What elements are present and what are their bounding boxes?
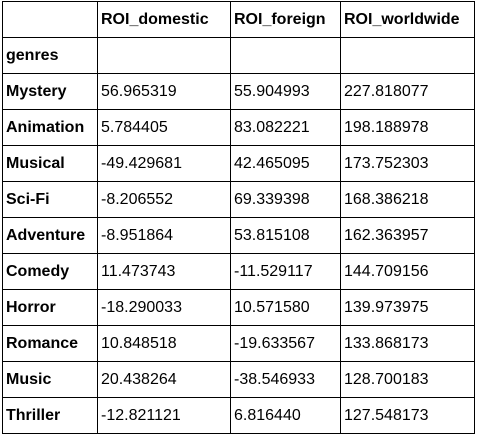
roi-foreign-cell: 6.816440 — [230, 397, 341, 434]
table-row: Animation 5.784405 83.082221 198.188978 — [2, 109, 475, 146]
roi-foreign-cell: 69.339398 — [230, 181, 341, 218]
roi-worldwide-cell: 168.386218 — [340, 181, 475, 218]
roi-foreign-cell: -19.633567 — [230, 325, 341, 362]
roi-domestic-cell: -8.206552 — [97, 181, 231, 218]
row-label-genre: Music — [2, 361, 98, 398]
row-label-genre: Musical — [2, 145, 98, 182]
roi-domestic-cell: 56.965319 — [97, 73, 231, 110]
roi-worldwide-cell: 144.709156 — [340, 253, 475, 290]
row-label-genre: Thriller — [2, 397, 98, 434]
roi-foreign-cell: 83.082221 — [230, 109, 341, 146]
index-name-label: genres — [2, 37, 98, 74]
roi-foreign-cell: 42.465095 — [230, 145, 341, 182]
roi-foreign-cell: -11.529117 — [230, 253, 341, 290]
roi-domestic-cell: 5.784405 — [97, 109, 231, 146]
row-label-genre: Adventure — [2, 217, 98, 254]
roi-foreign-cell: 55.904993 — [230, 73, 341, 110]
table-row: Thriller -12.821121 6.816440 127.548173 — [2, 397, 475, 434]
roi-worldwide-cell: 139.973975 — [340, 289, 475, 326]
table-row: Mystery 56.965319 55.904993 227.818077 — [2, 73, 475, 110]
table-row: Adventure -8.951864 53.815108 162.363957 — [2, 217, 475, 254]
table-row: Music 20.438264 -38.546933 128.700183 — [2, 361, 475, 398]
roi-worldwide-cell: 173.752303 — [340, 145, 475, 182]
table-body: Mystery 56.965319 55.904993 227.818077 Anima… — [2, 73, 475, 434]
table-row: Musical -49.429681 42.465095 173.752303 — [2, 145, 475, 182]
column-header-roi-foreign: ROI_foreign — [230, 1, 341, 38]
row-label-genre: Comedy — [2, 253, 98, 290]
column-header-roi-worldwide: ROI_worldwide — [340, 1, 475, 38]
roi-foreign-cell: 10.571580 — [230, 289, 341, 326]
roi-domestic-cell: 11.473743 — [97, 253, 231, 290]
index-name-empty-cell — [97, 37, 231, 74]
column-header-blank — [2, 1, 98, 38]
roi-worldwide-cell: 133.868173 — [340, 325, 475, 362]
row-label-genre: Sci-Fi — [2, 181, 98, 218]
row-label-genre: Mystery — [2, 73, 98, 110]
roi-domestic-cell: -49.429681 — [97, 145, 231, 182]
row-label-genre: Horror — [2, 289, 98, 326]
table-row: Horror -18.290033 10.571580 139.973975 — [2, 289, 475, 326]
roi-worldwide-cell: 162.363957 — [340, 217, 475, 254]
roi-domestic-cell: -18.290033 — [97, 289, 231, 326]
roi-worldwide-cell: 198.188978 — [340, 109, 475, 146]
index-name-row: genres — [2, 37, 475, 74]
roi-foreign-cell: 53.815108 — [230, 217, 341, 254]
roi-domestic-cell: 20.438264 — [97, 361, 231, 398]
roi-domestic-cell: -8.951864 — [97, 217, 231, 254]
header-row: ROI_domestic ROI_foreign ROI_worldwide — [2, 1, 475, 38]
roi-worldwide-cell: 128.700183 — [340, 361, 475, 398]
table-row: Romance 10.848518 -19.633567 133.868173 — [2, 325, 475, 362]
roi-foreign-cell: -38.546933 — [230, 361, 341, 398]
index-name-empty-cell — [230, 37, 341, 74]
roi-worldwide-cell: 227.818077 — [340, 73, 475, 110]
row-label-genre: Romance — [2, 325, 98, 362]
roi-domestic-cell: -12.821121 — [97, 397, 231, 434]
row-label-genre: Animation — [2, 109, 98, 146]
column-header-roi-domestic: ROI_domestic — [97, 1, 231, 38]
index-name-empty-cell — [340, 37, 475, 74]
table-row: Sci-Fi -8.206552 69.339398 168.386218 — [2, 181, 475, 218]
roi-domestic-cell: 10.848518 — [97, 325, 231, 362]
roi-worldwide-cell: 127.548173 — [340, 397, 475, 434]
table-row: Comedy 11.473743 -11.529117 144.709156 — [2, 253, 475, 290]
